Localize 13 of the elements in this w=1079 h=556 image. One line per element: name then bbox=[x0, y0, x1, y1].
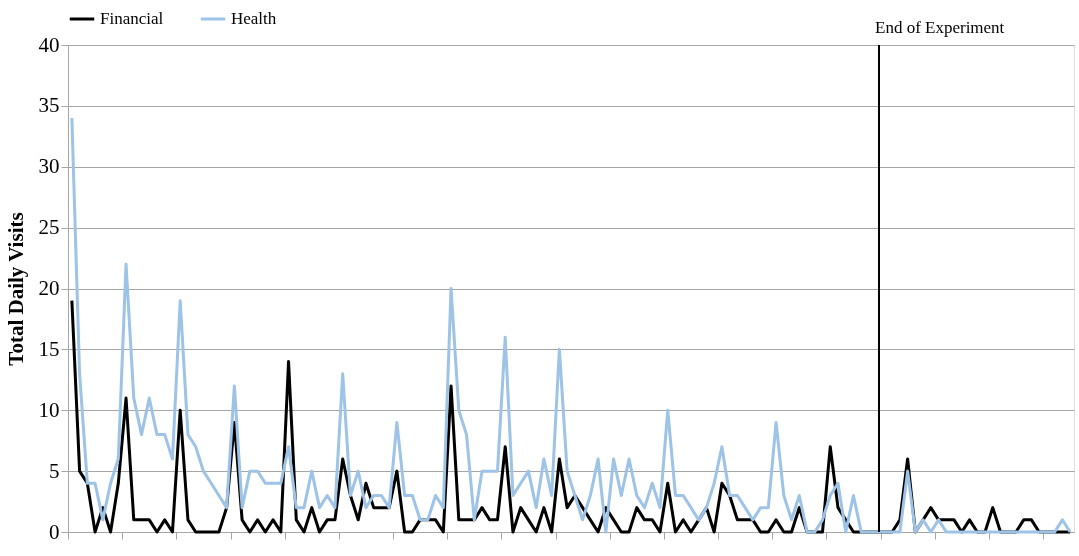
y-tick-label: 5 bbox=[49, 458, 60, 483]
legend-label: Financial bbox=[100, 9, 164, 28]
y-tick-label: 0 bbox=[49, 519, 60, 544]
text: End of Experiment bbox=[874, 18, 1005, 37]
legend-label: Health bbox=[231, 9, 277, 28]
y-tick-label: 40 bbox=[38, 32, 60, 57]
y-axis-title: Total Daily Visits bbox=[3, 212, 28, 366]
y-tick-label: 35 bbox=[38, 93, 60, 118]
y-tick-label: 30 bbox=[38, 154, 60, 179]
y-tick-label: 10 bbox=[38, 397, 60, 422]
y-tick-label: 15 bbox=[38, 336, 60, 361]
y-tick-label: 25 bbox=[38, 215, 60, 240]
y-tick-label: 20 bbox=[38, 276, 60, 300]
